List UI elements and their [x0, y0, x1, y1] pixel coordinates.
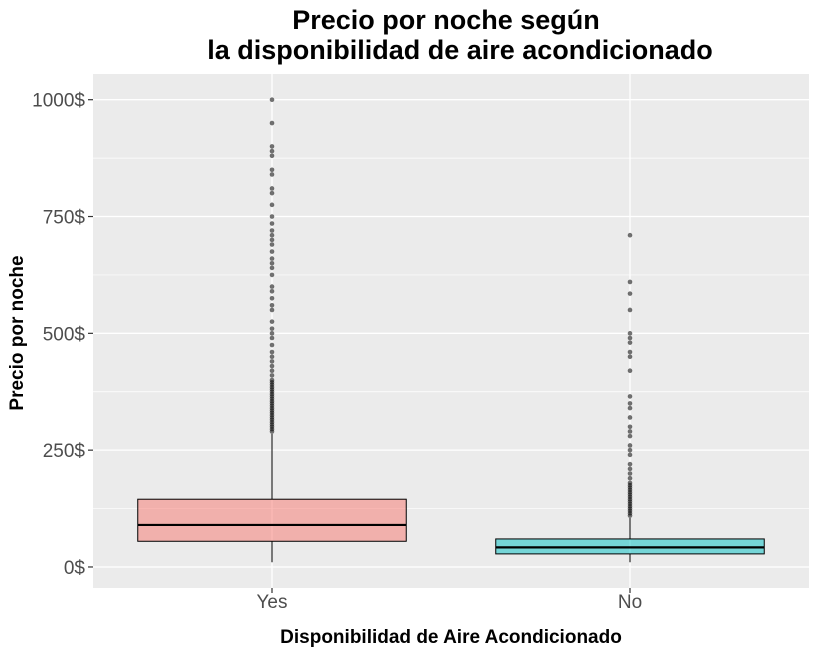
outlier-point [269, 335, 275, 341]
outlier-point [627, 331, 633, 336]
y-tick-label: 750$ [43, 208, 86, 229]
outlier-point [627, 475, 633, 481]
outlier-point [627, 480, 633, 486]
outlier-point [627, 232, 633, 238]
outlier-point [627, 368, 633, 374]
outlier-point [627, 405, 633, 411]
outlier-point [627, 335, 633, 341]
outlier-point [627, 461, 633, 467]
outlier-point [269, 214, 275, 219]
outlier-point [269, 272, 275, 278]
outlier-point [269, 354, 275, 360]
x-tick-label: Yes [257, 592, 288, 613]
outlier-point [627, 401, 633, 406]
y-axis: 0$ 250$ 500$ 750$ 1000$ [32, 91, 93, 579]
outlier-point [627, 433, 633, 439]
outlier-point [269, 256, 275, 261]
outlier-point [269, 120, 275, 126]
outlier-point [627, 307, 633, 313]
outlier-point [269, 153, 275, 159]
chart-title-line-1: Precio por noche según [292, 5, 600, 35]
outlier-point [269, 265, 275, 271]
y-axis-title: Precio por noche [7, 255, 28, 410]
outlier-point [269, 97, 275, 102]
outlier-point [269, 349, 275, 355]
box-yes [137, 97, 407, 563]
outlier-point [269, 172, 275, 177]
outlier-point [627, 349, 633, 355]
outlier-point [627, 354, 633, 360]
outlier-point [269, 373, 275, 378]
outlier-point [269, 331, 275, 336]
outlier-point [269, 326, 275, 331]
outlier-point [269, 232, 275, 238]
outlier-point [269, 319, 275, 324]
y-tick-label: 500$ [43, 324, 86, 345]
y-tick-label: 1000$ [32, 91, 85, 112]
outlier-point [269, 148, 275, 154]
outlier-point [269, 228, 275, 233]
box-no [495, 232, 765, 563]
outlier-point [627, 471, 633, 476]
outlier-point [627, 340, 633, 345]
outlier-point [627, 452, 633, 458]
outlier-point [269, 260, 275, 266]
outlier-point [627, 415, 633, 420]
y-tick-label: 0$ [64, 558, 86, 579]
outlier-point [627, 394, 633, 399]
outlier-point [269, 307, 275, 313]
outlier-point [627, 279, 633, 285]
chart-title-line-2: la disponibilidad de aire acondicionado [207, 35, 713, 65]
outlier-point [627, 429, 633, 434]
outlier-point [627, 466, 633, 472]
outlier-point [269, 342, 275, 348]
outlier-point [269, 377, 275, 383]
outlier-point [269, 368, 275, 374]
x-axis: Yes No [257, 588, 642, 613]
outlier-point [269, 359, 275, 364]
outlier-point [627, 443, 633, 448]
outlier-point [269, 242, 275, 247]
outlier-point [269, 144, 275, 149]
outlier-point [269, 167, 275, 173]
outlier-point [269, 237, 275, 243]
outlier-point [269, 249, 275, 254]
outlier-point [269, 284, 275, 289]
box-group [137, 97, 765, 563]
outlier-point [269, 202, 275, 208]
outlier-point [269, 303, 275, 308]
box-iqr [137, 498, 407, 542]
outlier-point [627, 291, 633, 296]
y-tick-label: 250$ [43, 441, 86, 462]
outlier-point [627, 424, 633, 430]
outlier-point [269, 288, 275, 294]
outlier-point [627, 447, 633, 453]
x-tick-label: No [618, 592, 642, 613]
outlier-point [269, 186, 275, 191]
outlier-point [269, 221, 275, 226]
outlier-point [269, 363, 275, 369]
outlier-point [269, 190, 275, 196]
x-axis-title: Disponibilidad de Aire Acondicionado [280, 627, 622, 648]
outlier-point [269, 295, 275, 301]
